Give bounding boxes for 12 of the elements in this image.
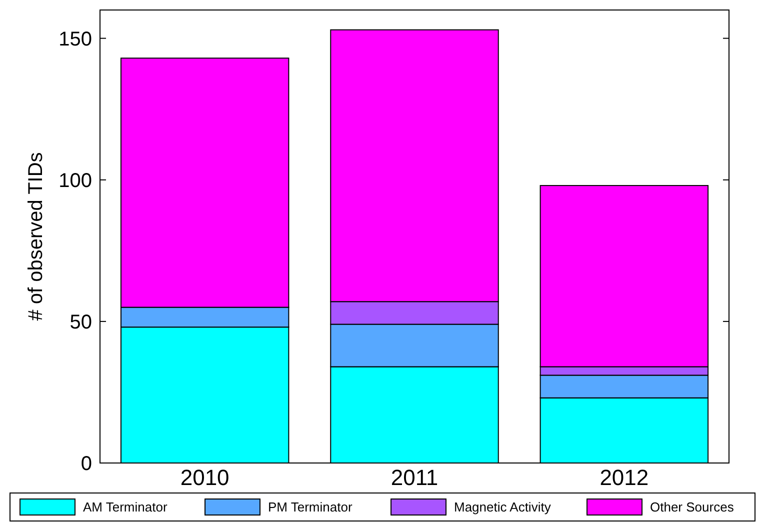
legend-label: PM Terminator xyxy=(268,500,353,515)
legend-label: Other Sources xyxy=(650,500,734,515)
x-tick-label: 2012 xyxy=(600,465,649,490)
x-tick-label: 2010 xyxy=(180,465,230,490)
y-tick-label: 0 xyxy=(80,453,92,475)
y-tick-label: 150 xyxy=(58,28,92,50)
y-axis-title: # of observed TIDs xyxy=(25,152,47,321)
legend-label: AM Terminator xyxy=(83,500,168,515)
x-tick-label: 2011 xyxy=(390,465,438,490)
y-tick-label: 100 xyxy=(58,170,92,192)
y-tick-label: 50 xyxy=(70,311,92,334)
legend-label: Magnetic Activity xyxy=(454,500,552,515)
